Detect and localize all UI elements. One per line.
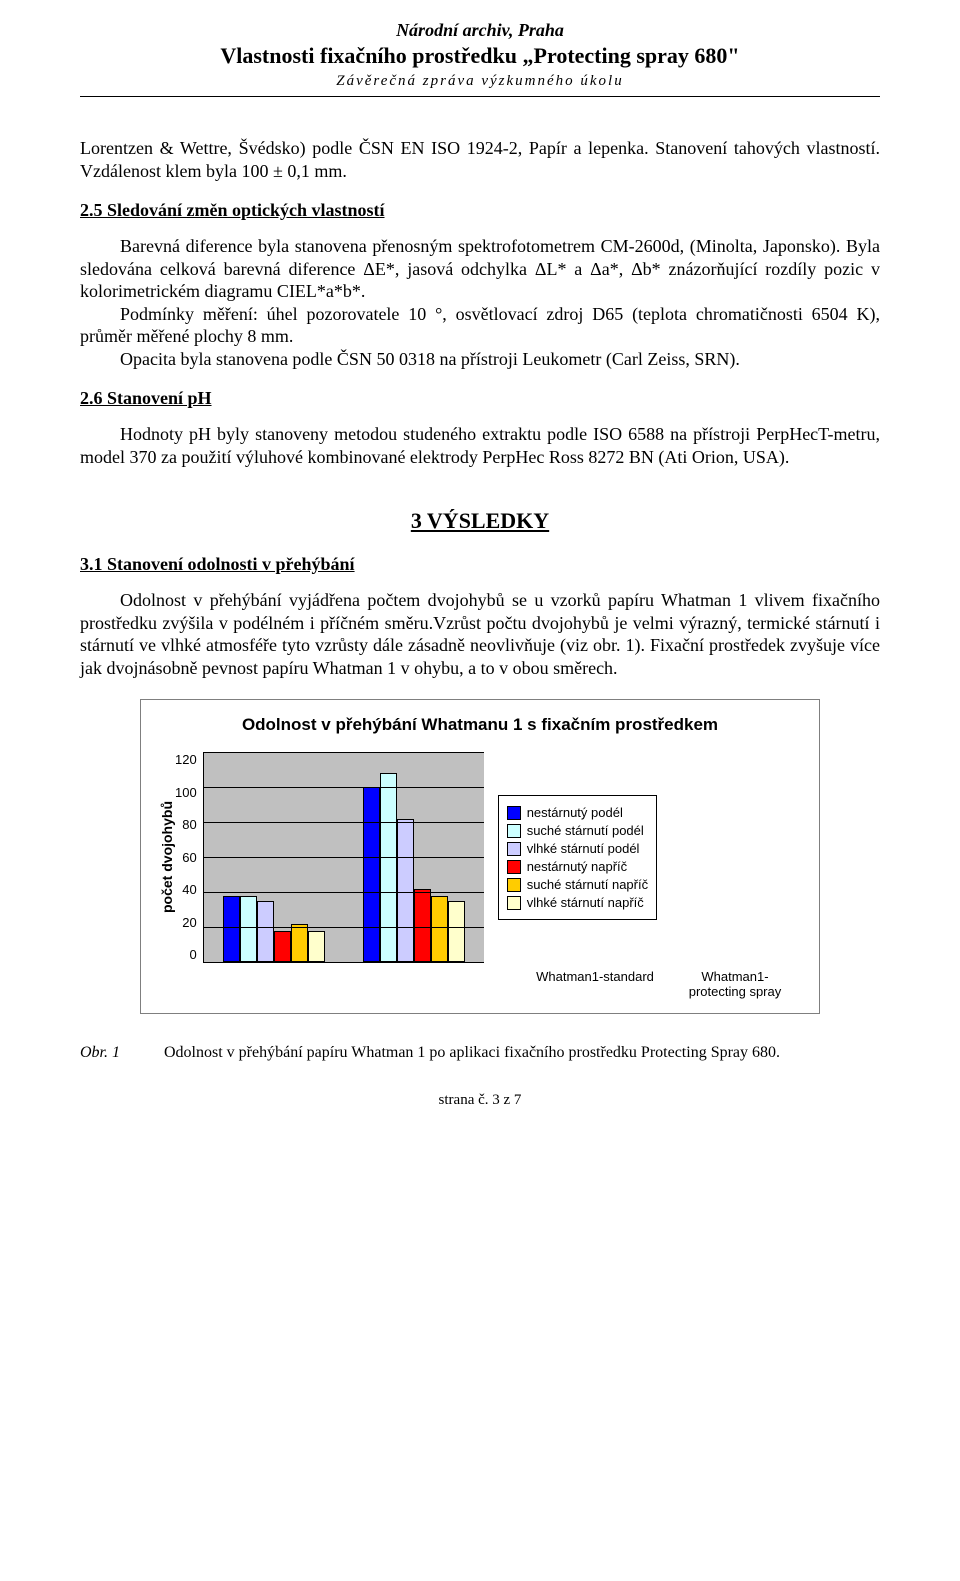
chart-legend-swatch bbox=[507, 860, 521, 874]
section-3-1-p1: Odolnost v přehýbání vyjádřena počtem dv… bbox=[80, 589, 880, 679]
section-2-6-heading: 2.6 Stanovení pH bbox=[80, 388, 880, 409]
chart-y-tick: 120 bbox=[175, 752, 197, 767]
chart-bar bbox=[380, 773, 397, 962]
section-3-heading: 3 VÝSLEDKY bbox=[80, 508, 880, 534]
chart-bar bbox=[448, 901, 465, 962]
chart-legend-swatch bbox=[507, 896, 521, 910]
chart-legend-item: suché stárnutí podél bbox=[507, 823, 648, 838]
section-2-6-p1: Hodnoty pH byly stanoveny metodou studen… bbox=[80, 423, 880, 468]
page-footer: strana č. 3 z 7 bbox=[80, 1092, 880, 1109]
chart-bar-group bbox=[363, 773, 465, 962]
chart-y-tick: 100 bbox=[175, 785, 197, 800]
bar-chart: Odolnost v přehýbání Whatmanu 1 s fixačn… bbox=[140, 699, 820, 1014]
chart-legend-swatch bbox=[507, 824, 521, 838]
chart-y-tick: 60 bbox=[175, 850, 197, 865]
chart-title: Odolnost v přehýbání Whatmanu 1 s fixačn… bbox=[155, 714, 805, 736]
chart-bar bbox=[240, 896, 257, 963]
chart-bar bbox=[291, 924, 308, 963]
chart-legend-label: suché stárnutí napříč bbox=[527, 877, 648, 892]
chart-bar bbox=[363, 787, 380, 962]
chart-y-ticks: 120 100 80 60 40 20 0 bbox=[175, 752, 203, 962]
chart-gridline bbox=[204, 892, 484, 893]
page-header: Národní archiv, Praha Vlastnosti fixační… bbox=[80, 20, 880, 97]
chart-legend-item: vlhké stárnutí napříč bbox=[507, 895, 648, 910]
chart-y-tick: 20 bbox=[175, 915, 197, 930]
chart-gridline bbox=[204, 787, 484, 788]
header-institution: Národní archiv, Praha bbox=[80, 20, 880, 41]
chart-legend-item: vlhké stárnutí podél bbox=[507, 841, 648, 856]
chart-bar bbox=[223, 896, 240, 963]
figure-caption-text: Odolnost v přehýbání papíru Whatman 1 po… bbox=[164, 1044, 780, 1061]
figure-label: Obr. 1 bbox=[80, 1044, 160, 1062]
chart-legend-swatch bbox=[507, 806, 521, 820]
chart-gridline bbox=[204, 927, 484, 928]
figure-caption: Obr. 1 Odolnost v přehýbání papíru Whatm… bbox=[80, 1044, 880, 1062]
chart-bar bbox=[397, 819, 414, 963]
chart-legend-label: suché stárnutí podél bbox=[527, 823, 644, 838]
chart-legend-item: nestárnutý podél bbox=[507, 805, 648, 820]
chart-legend-label: vlhké stárnutí podél bbox=[527, 841, 640, 856]
chart-x-tick-label: Whatman1-standard bbox=[535, 969, 655, 999]
section-2-5-heading: 2.5 Sledování změn optických vlastností bbox=[80, 200, 880, 221]
chart-legend-label: nestárnutý napříč bbox=[527, 859, 627, 874]
chart-bar bbox=[257, 901, 274, 962]
chart-legend-label: nestárnutý podél bbox=[527, 805, 623, 820]
chart-y-tick: 0 bbox=[175, 947, 197, 962]
chart-legend-swatch bbox=[507, 842, 521, 856]
chart-bar-group bbox=[223, 896, 325, 963]
chart-x-axis-labels: Whatman1-standard Whatman1-protecting spr… bbox=[525, 969, 805, 999]
chart-gridline bbox=[204, 857, 484, 858]
chart-legend-item: suché stárnutí napříč bbox=[507, 877, 648, 892]
chart-bar bbox=[431, 896, 448, 963]
chart-x-tick-label: Whatman1-protecting spray bbox=[675, 969, 795, 999]
chart-legend: nestárnutý podél suché stárnutí podél vlhk… bbox=[498, 795, 657, 920]
header-subtitle: Závěrečná zpráva výzkumného úkolu bbox=[80, 73, 880, 90]
header-title: Vlastnosti fixačního prostředku „Protect… bbox=[80, 43, 880, 69]
section-2-5-p3: Opacita byla stanovena podle ČSN 50 0318… bbox=[80, 348, 880, 371]
chart-y-tick: 80 bbox=[175, 817, 197, 832]
section-3-1-heading: 3.1 Stanovení odolnosti v přehýbání bbox=[80, 554, 880, 575]
section-2-5-p1: Barevná diference byla stanovena přenosn… bbox=[80, 235, 880, 303]
chart-legend-swatch bbox=[507, 878, 521, 892]
chart-bar bbox=[414, 889, 431, 963]
chart-y-tick: 40 bbox=[175, 882, 197, 897]
chart-bar bbox=[308, 931, 325, 963]
chart-legend-label: vlhké stárnutí napříč bbox=[527, 895, 644, 910]
chart-bar bbox=[274, 931, 291, 963]
chart-y-axis-label: počet dvojohybů bbox=[155, 752, 175, 963]
intro-paragraph: Lorentzen & Wettre, Švédsko) podle ČSN E… bbox=[80, 137, 880, 182]
chart-gridline bbox=[204, 822, 484, 823]
chart-gridline bbox=[204, 752, 484, 753]
chart-plot-area bbox=[203, 752, 484, 963]
section-2-5-p2: Podmínky měření: úhel pozorovatele 10 °,… bbox=[80, 303, 880, 348]
chart-legend-item: nestárnutý napříč bbox=[507, 859, 648, 874]
